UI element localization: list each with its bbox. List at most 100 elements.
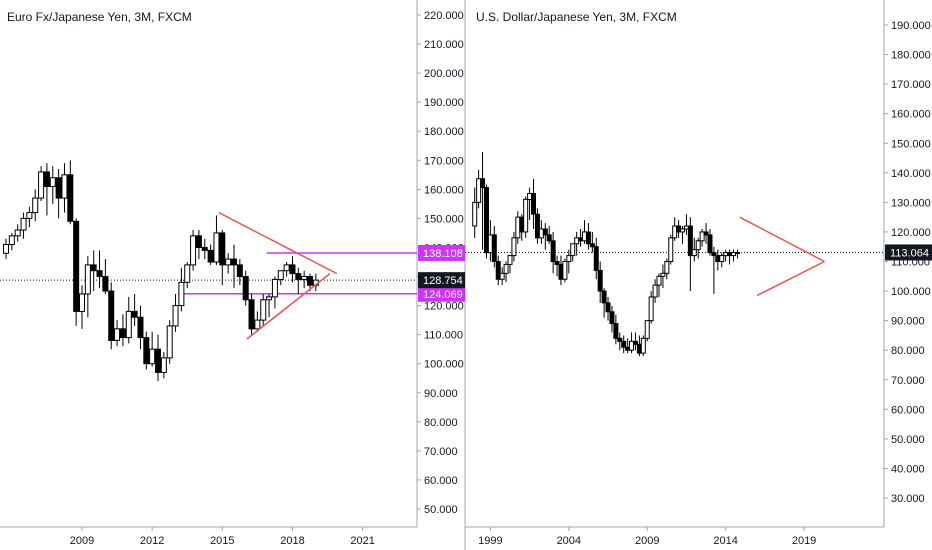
price-tick-label: 150.000 [891, 138, 931, 150]
candle-body [723, 252, 729, 257]
candle-body [172, 305, 179, 327]
price-tick-label: 70.000 [424, 446, 458, 458]
price-tick-label: 130.000 [891, 197, 931, 209]
candle-body [289, 264, 296, 275]
price-tick-label: 220.000 [424, 10, 464, 22]
candle-body [593, 246, 599, 271]
candle-body [515, 216, 521, 239]
candle-body [715, 255, 721, 262]
candle-body [55, 177, 62, 199]
candle-body [507, 255, 513, 265]
candle-body [236, 264, 243, 278]
price-tick-label: 90.000 [424, 388, 458, 400]
time-tick-label: 2019 [792, 535, 816, 547]
price-tick-label: 80.000 [424, 417, 458, 429]
candle-body [61, 174, 68, 199]
candle-body [225, 258, 232, 266]
left-chart-title: Euro Fx/Japanese Yen, 3M, FXCM [7, 10, 192, 24]
candle-body [511, 237, 517, 257]
candle-body [301, 276, 308, 280]
time-tick-label: 2009 [635, 535, 659, 547]
time-tick-label: 2009 [70, 535, 94, 547]
candle-body [676, 225, 682, 233]
price-tick-label: 170.000 [424, 155, 464, 167]
candle-body [719, 255, 725, 262]
candle-body [601, 290, 607, 304]
candle-body [578, 237, 584, 242]
price-tick-label: 210.000 [424, 39, 464, 51]
candle-body [609, 311, 615, 325]
candle-body [629, 340, 635, 351]
candle-body [8, 235, 15, 246]
price-tick-label: 90.000 [891, 316, 925, 328]
time-tick-label: 2021 [350, 535, 374, 547]
candle-body [260, 299, 267, 321]
candle-body [295, 273, 302, 280]
price-tick-label: 120.000 [891, 227, 931, 239]
price-tick-label: 110.000 [424, 330, 463, 342]
candle-body [703, 231, 709, 236]
candle-body [219, 232, 226, 266]
current-price-label: 128.754 [423, 275, 463, 287]
candle-body [108, 290, 115, 341]
candle-body [695, 240, 701, 251]
candle-body [648, 296, 654, 322]
price-tick-label: 170.000 [891, 79, 931, 91]
price-tick-label: 120.000 [424, 301, 464, 313]
trendline [246, 273, 331, 340]
candle-body [90, 264, 97, 272]
current-price-badge [885, 244, 932, 261]
candle-body [546, 234, 552, 242]
candle-body [597, 269, 603, 292]
price-tick-label: 60.000 [891, 404, 925, 416]
candle-body [585, 231, 591, 245]
candle-body [613, 323, 619, 339]
candle-body [155, 348, 161, 373]
price-tick-label: 40.000 [891, 463, 925, 475]
candle-body [67, 174, 74, 222]
time-tick-label: 2004 [557, 535, 581, 547]
candle-body [640, 337, 646, 354]
trendline [756, 260, 825, 297]
price-tick-label: 150.000 [424, 213, 464, 225]
candle-body [503, 263, 509, 274]
candle-body [734, 251, 740, 254]
candle-body [277, 270, 284, 280]
candle-body [26, 212, 33, 219]
candle-body [3, 244, 9, 254]
candle-body [652, 284, 658, 298]
candle-body [254, 319, 261, 330]
price-tick-label: 30.000 [891, 493, 925, 505]
trendline [739, 216, 825, 263]
candle-body [248, 299, 255, 330]
candle-body [14, 229, 21, 237]
current-price-badge [418, 272, 465, 289]
trendline [218, 211, 338, 275]
level-price-badge [418, 285, 465, 302]
candle-body [683, 225, 689, 230]
candle-body [707, 234, 713, 254]
right-chart-title: U.S. Dollar/Japanese Yen, 3M, FXCM [476, 10, 677, 24]
candle-body [727, 252, 733, 257]
candle-body [84, 264, 91, 295]
candle-body [49, 177, 56, 187]
price-tick-label: 190.000 [424, 97, 464, 109]
price-tick-label: 160.000 [424, 184, 464, 196]
candle-body [589, 243, 595, 248]
price-tick-label: 180.000 [424, 126, 464, 138]
candle-body [636, 343, 642, 354]
candle-body [574, 237, 580, 245]
candle-body [96, 270, 103, 278]
candle-body [550, 240, 556, 262]
price-tick-label: 80.000 [891, 345, 925, 357]
price-tick-label: 140.000 [891, 168, 931, 180]
candle-body [125, 310, 132, 339]
candle-body [534, 213, 540, 239]
candle-body [476, 178, 482, 203]
candle-body [213, 232, 220, 263]
candle-body [656, 275, 662, 286]
price-tick-label: 70.000 [891, 375, 925, 387]
candle-body [195, 235, 202, 248]
price-tick-label: 200.000 [424, 68, 464, 80]
candle-body [119, 328, 126, 339]
